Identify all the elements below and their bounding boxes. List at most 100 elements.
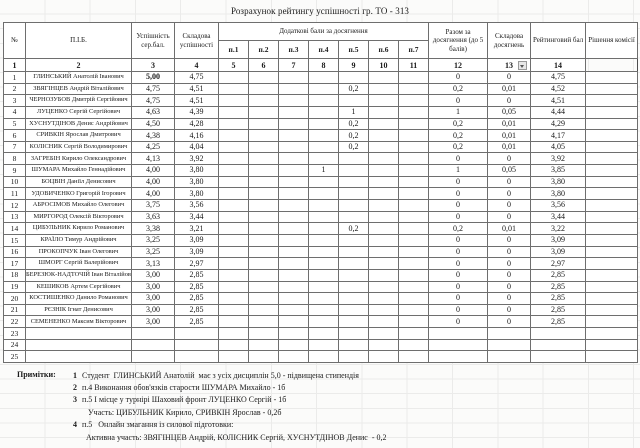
student-name: КРАЇЛО Тимур Андрійович [25,233,132,247]
student-name: БЕРЕЗЮК-НАДТОЧІЙ Іван Віталійович [25,268,132,282]
achievements-total-cell [428,327,489,340]
table-row: 21 РЄЗНІК Ігнат Денисович 3,00 2,85 0 0 … [3,303,639,317]
p3-cell [278,105,309,119]
p6-cell [368,338,399,352]
rating-score-cell: 4,52 [530,82,587,96]
filter-dropdown-icon[interactable] [518,61,528,70]
p6-cell [368,175,399,189]
p6-cell [368,292,399,305]
p6-cell [368,140,399,154]
header-p7: п.7 [397,40,430,59]
rating-score-cell: 2,85 [530,280,587,294]
row-number: 24 [3,338,26,352]
achievements-total-cell: 0,2 [428,117,489,131]
achievements-total-cell: 0 [428,233,489,247]
note-text: п.5 І місце у турнірі Шаховий фронт ЛУЦЕ… [82,395,287,405]
student-name: БОЦВІН Даніїл Денисович [25,175,132,189]
p5-cell [338,187,369,201]
rating-score-cell: 3,44 [530,210,587,224]
p7-cell [397,280,430,294]
student-name [25,350,132,364]
student-name: МИРГОРОД Олексій Вікторович [25,210,132,224]
note-line: 3 п.5 І місце у турнірі Шаховий фронт ЛУ… [0,394,640,406]
achievements-component-cell: 0 [487,292,532,305]
header-p5: п.5 [338,40,369,59]
row-number: 20 [3,292,26,305]
p1-cell [218,245,249,259]
achievements-total-cell: 0 [428,175,489,189]
header-p4: п.4 [308,40,339,59]
p5-cell [338,164,369,177]
avg-score-cell: 4,00 [131,164,175,177]
header-p3: п.3 [278,40,309,59]
p1-cell [218,175,249,189]
p3-cell [278,82,309,96]
avg-score-cell: 4,75 [131,94,175,107]
table-row: 3 ЧЕРНОЗУБОВ Дмитрій Сергійович 4,75 4,5… [3,94,639,107]
p3-cell [278,187,309,201]
p5-cell [338,94,369,107]
p4-cell [308,71,339,84]
p1-cell [218,338,249,352]
table-row: 2 ЗВЯГІНЦЕВ Андрій Віталійович 4,75 4,51… [3,82,639,96]
p3-cell [278,292,309,305]
success-component-cell: 4,51 [174,94,219,107]
p5-cell [338,175,369,189]
achievements-total-cell: 1 [428,164,489,177]
achievements-component-cell: 0 [487,71,532,84]
avg-score-cell: 3,13 [131,257,175,270]
page-title: Розрахунок рейтингу успішності гр. ТО - … [230,6,410,16]
p3-cell [278,71,309,84]
colnum-5: 5 [218,58,249,72]
colnum-1: 1 [3,58,26,72]
p7-cell [397,117,430,131]
table-row: 4 ЛУЦЕНКО Сергій Сергійович 4,63 4,39 1 … [3,105,639,119]
colnum-12: 12 [428,58,489,72]
p3-cell [278,257,309,270]
rating-score-cell: 2,85 [530,303,587,317]
p4-cell: 1 [308,164,339,177]
p3-cell [278,129,309,142]
p1-cell [218,199,249,212]
rating-score-cell: 3,09 [530,245,587,259]
student-name: ХУСНУТДІНОВ Денис Андрійович [25,117,132,131]
achievements-component-cell: 0,01 [487,82,532,96]
achievements-total-cell: 0 [428,315,489,329]
p1-cell [218,164,249,177]
p5-cell: 0,2 [338,129,369,142]
achievements-total-cell: 0 [428,152,489,166]
p2-cell [248,164,279,177]
p6-cell [368,152,399,166]
p6-cell [368,268,399,282]
student-name: ЦИБУЛЬНИК Кирило Романович [25,222,132,235]
p7-cell [397,327,430,340]
achievements-component-cell: 0 [487,187,532,201]
p3-cell [278,210,309,224]
colnum-9: 9 [338,58,369,72]
success-component-cell: 4,39 [174,105,219,119]
p6-cell [368,187,399,201]
p2-cell [248,245,279,259]
achievements-total-cell: 0 [428,94,489,107]
row-number: 9 [3,164,26,177]
achievements-component-cell: 0 [487,175,532,189]
p3-cell [278,199,309,212]
p6-cell [368,164,399,177]
row-number: 8 [3,152,26,166]
p5-cell [338,292,369,305]
p5-cell [338,327,369,340]
row-number: 12 [3,199,26,212]
table-row: 11 УДОВИЧЕНКО Григорій Ігорович 4,00 3,8… [3,187,639,201]
p2-cell [248,71,279,84]
p5-cell [338,350,369,364]
p7-cell [397,315,430,329]
rating-score-cell: 4,17 [530,129,587,142]
colnum-7: 7 [278,58,309,72]
p2-cell [248,303,279,317]
table-row: 10 БОЦВІН Даніїл Денисович 4,00 3,80 0 0… [3,175,639,189]
p5-cell: 0,2 [338,140,369,154]
p7-cell [397,233,430,247]
row-number: 13 [3,210,26,224]
p4-cell [308,350,339,364]
p1-cell [218,222,249,235]
